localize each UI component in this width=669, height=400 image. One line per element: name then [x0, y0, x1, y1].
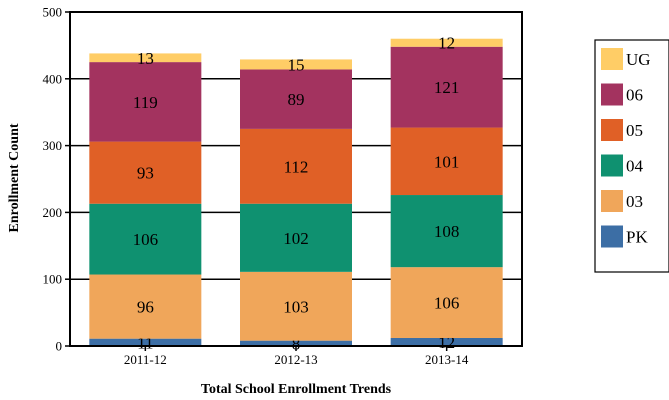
axes: 0 100 200 300 400 500 2011-12 2012-13 2013-14	[43, 5, 523, 367]
data-label: 106	[434, 294, 460, 313]
legend-label: 04	[626, 157, 644, 176]
data-label: 103	[283, 297, 309, 316]
bar-segment-pk	[240, 340, 352, 346]
bar-segment-05	[240, 128, 352, 204]
data-label: 121	[434, 78, 460, 97]
legend-swatch-06	[601, 83, 623, 106]
y-axis-title: Enrollment Count	[7, 123, 22, 232]
bar-segment-pk	[390, 337, 503, 346]
bar-segment-ug	[390, 38, 503, 47]
legend-label: 05	[626, 121, 643, 140]
data-label: 13	[137, 49, 154, 68]
bar-segment-04	[240, 203, 352, 272]
bar-segment-04	[390, 195, 503, 268]
legend-label: 06	[626, 86, 643, 105]
bar-segment-pk	[89, 338, 202, 346]
bar-segment-03	[89, 274, 202, 339]
data-label: 108	[434, 222, 460, 241]
bar-segment-03	[390, 267, 503, 338]
bar-segment-06	[240, 69, 352, 129]
x-tick-label: 2011-12	[124, 352, 167, 367]
bar-segment-03	[240, 271, 352, 341]
data-label: 12	[438, 34, 455, 53]
data-label: 119	[133, 93, 158, 112]
data-label: 106	[133, 230, 159, 249]
plot-frame	[69, 11, 523, 347]
legend-label: 03	[626, 192, 643, 211]
legend-swatch-04	[601, 154, 623, 177]
legend-swatch-03	[601, 190, 623, 212]
y-tick-label: 300	[43, 138, 63, 153]
x-tick-label: 2012-13	[274, 352, 317, 367]
bars: 1196106931191381031021128915121061081011…	[89, 34, 503, 353]
data-label: 102	[283, 229, 309, 248]
x-tick-label: 2013-14	[425, 352, 469, 367]
y-tick-label: 0	[56, 339, 63, 354]
bar-segment-05	[390, 127, 503, 196]
legend-label: UG	[626, 50, 651, 69]
legend-swatch-ug	[601, 48, 623, 70]
data-label: 93	[137, 164, 154, 183]
y-tick-label: 500	[43, 5, 63, 20]
bar-segment-06	[89, 62, 202, 142]
bar-segment-06	[390, 46, 503, 128]
legend-swatch-05	[601, 119, 623, 141]
bar-segment-ug	[240, 59, 352, 70]
data-label: 15	[288, 55, 305, 74]
x-axis-title: Total School Enrollment Trends	[201, 382, 392, 397]
data-label: 101	[434, 152, 460, 171]
bar-segment-ug	[89, 53, 202, 63]
y-tick-label: 200	[43, 205, 63, 220]
y-tick-label: 100	[43, 272, 63, 287]
legend: UG 06 05 04 03 PK	[594, 39, 669, 273]
y-tick-label: 400	[43, 71, 63, 86]
data-label: 112	[284, 157, 309, 176]
legend-swatch-pk	[601, 225, 623, 248]
data-label: 96	[137, 298, 154, 317]
data-label: 89	[288, 90, 305, 109]
legend-label: PK	[626, 228, 648, 247]
bar-segment-05	[89, 141, 202, 204]
data-label: 8	[292, 334, 301, 353]
bar-segment-04	[89, 203, 202, 275]
